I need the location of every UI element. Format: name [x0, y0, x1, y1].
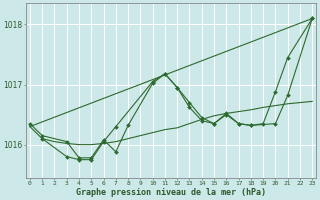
X-axis label: Graphe pression niveau de la mer (hPa): Graphe pression niveau de la mer (hPa) — [76, 188, 266, 197]
